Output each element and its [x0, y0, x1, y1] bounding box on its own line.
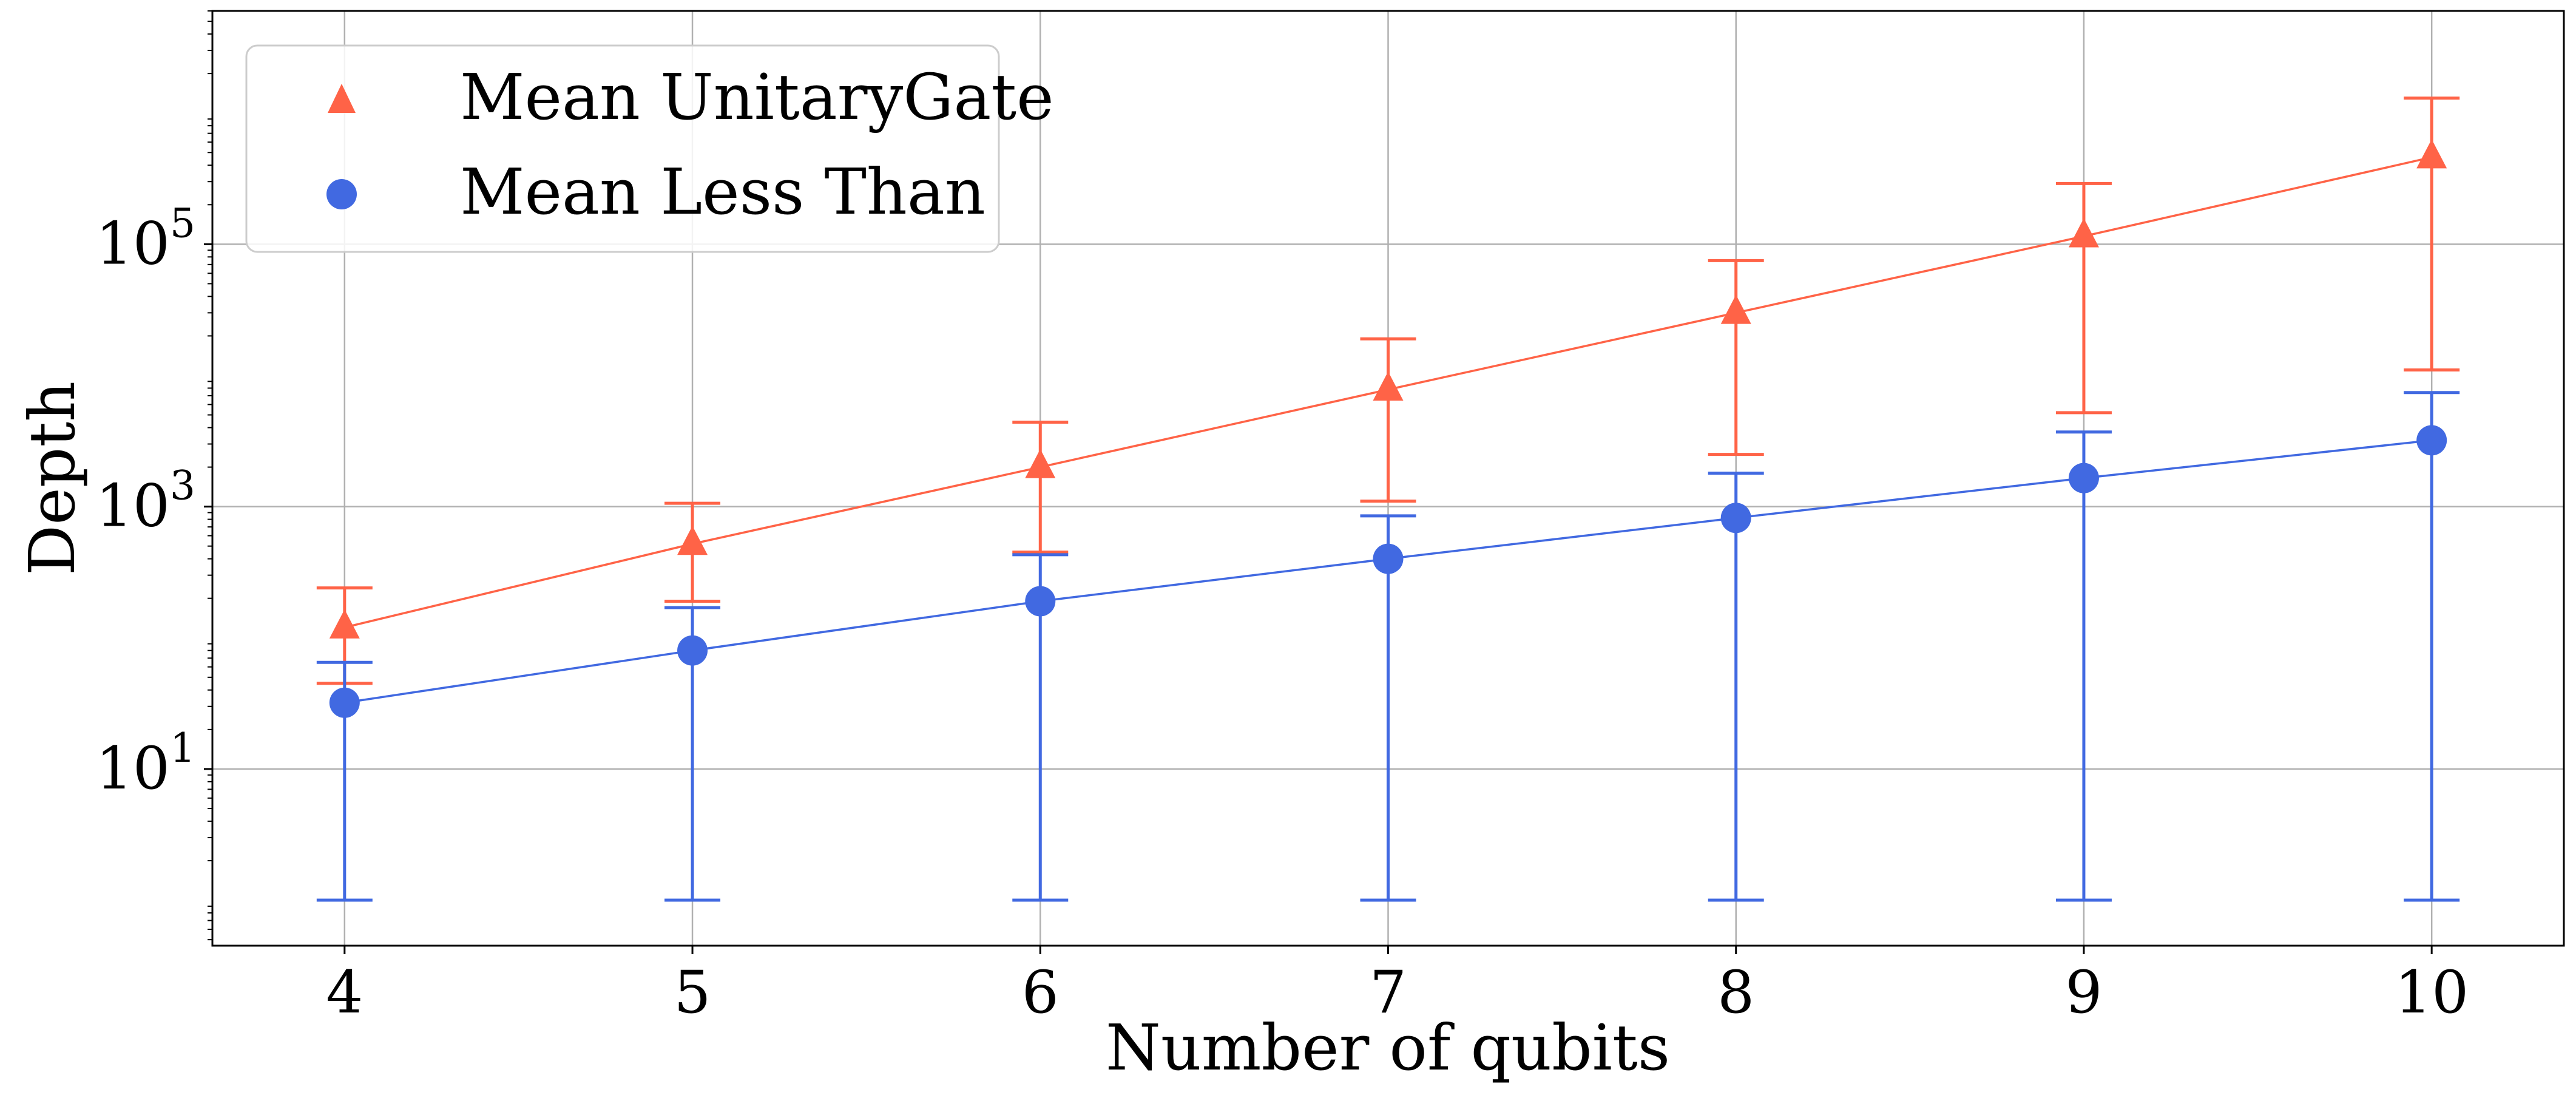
- x-axis-title: Number of qubits: [1106, 1011, 1670, 1085]
- x-tick-label: 7: [1370, 958, 1407, 1026]
- y-tick-label: 105: [96, 200, 195, 277]
- y-axis-ticks: 101 103 105: [96, 10, 212, 941]
- y-axis-title: Depth: [15, 381, 89, 575]
- legend-circle-icon: [326, 179, 357, 209]
- y-tick-label: 101: [96, 725, 195, 802]
- data-point-triangle: [329, 609, 360, 639]
- legend: Mean UnitaryGate Mean Less Than: [245, 44, 1054, 253]
- x-tick-label: 10: [2395, 958, 2469, 1026]
- x-tick-label: 8: [1717, 958, 1754, 1026]
- x-tick-label: 5: [674, 958, 711, 1026]
- data-point-circle: [677, 635, 708, 666]
- data-point-triangle: [1025, 449, 1056, 478]
- x-tick-label: 4: [326, 958, 363, 1026]
- data-point-circle: [1720, 503, 1751, 534]
- data-point-triangle: [2416, 139, 2447, 169]
- x-tick-label: 6: [1022, 958, 1059, 1026]
- legend-label-unitarygate: Mean UnitaryGate: [460, 60, 1054, 134]
- data-point-triangle: [2068, 218, 2099, 248]
- x-axis-ticks: 4 5 6 7 8 9 10: [326, 946, 2469, 1026]
- legend-triangle-icon: [328, 84, 356, 113]
- legend-frame: [245, 44, 1000, 253]
- y-tick-label: 103: [96, 463, 195, 540]
- data-markers: [329, 139, 2447, 718]
- x-tick-label: 9: [2065, 958, 2102, 1026]
- data-point-circle: [2416, 425, 2447, 456]
- data-point-triangle: [1373, 371, 1404, 401]
- legend-label-less-than: Mean Less Than: [460, 155, 985, 229]
- data-point-circle: [2068, 463, 2099, 493]
- data-point-triangle: [1720, 294, 1751, 324]
- data-point-triangle: [677, 526, 708, 555]
- data-point-circle: [329, 687, 360, 718]
- data-point-circle: [1373, 543, 1404, 574]
- data-point-circle: [1025, 586, 1056, 617]
